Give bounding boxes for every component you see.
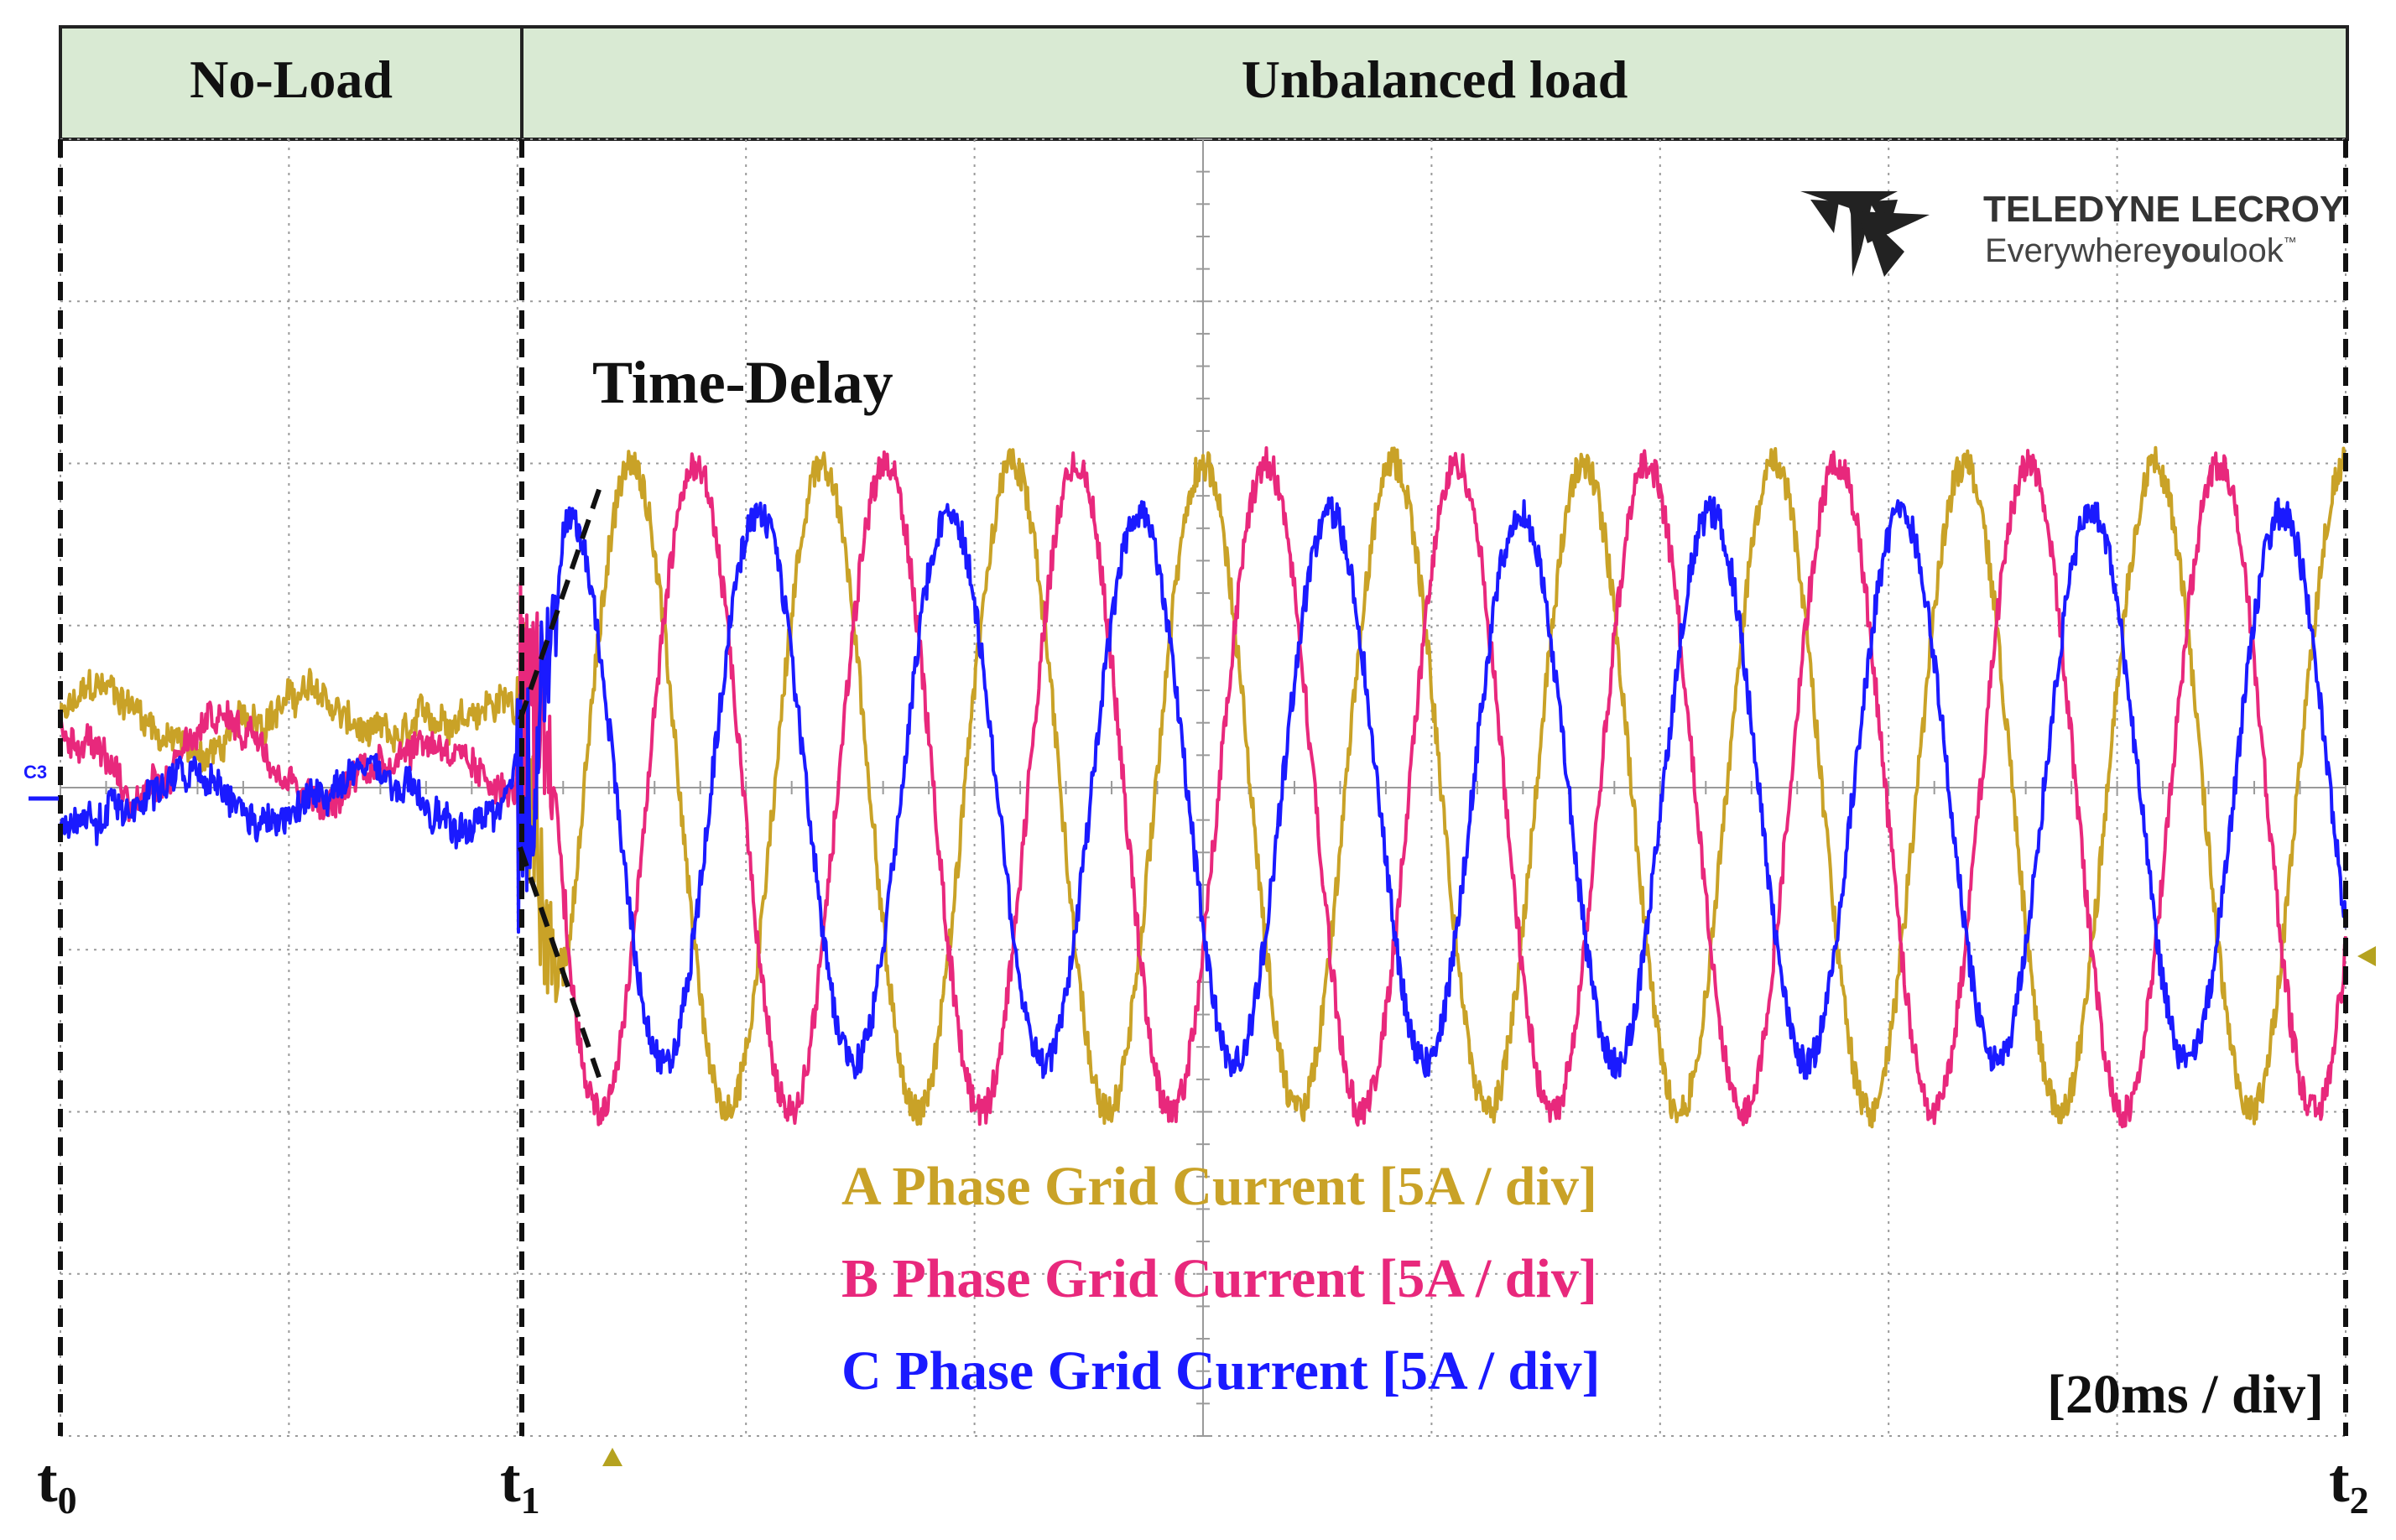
logo-brand: TELEDYNE LECROY	[1983, 189, 2344, 230]
waveform-phase-b	[59, 446, 2347, 1129]
trigger-level-marker-right	[2357, 946, 2376, 966]
header-segment-unbalanced	[520, 25, 2349, 141]
legend-entry-b: B Phase Grid Current [5A / div]	[841, 1248, 1597, 1309]
trigger-marker-bottom	[602, 1448, 622, 1466]
time-delay-wedge	[518, 484, 603, 1083]
time-label-t2-base: t	[2329, 1447, 2350, 1516]
teledyne-lecroy-logo: TELEDYNE LECROY Everywhereyoulook™	[1800, 189, 2344, 277]
logo-trademark: ™	[2284, 236, 2297, 250]
legend: A Phase Grid Current [5A / div] B Phase …	[841, 1156, 1600, 1402]
waveform-phase-a	[59, 445, 2347, 1129]
channel-marker-label: C3	[23, 762, 47, 783]
header-label-unbalanced: Unbalanced load	[1242, 49, 1628, 109]
time-delay-label: Time-Delay	[592, 349, 893, 416]
time-label-t0: t0	[37, 1447, 77, 1522]
header-segment-no-load	[59, 25, 523, 141]
logo-tagline-prefix: Everywhere	[1985, 232, 2162, 269]
logo-tagline-bold: you	[2162, 232, 2222, 269]
teledyne-emblem-icon	[1800, 191, 1930, 277]
time-label-t0-sub: 0	[58, 1479, 77, 1522]
channel-marker: C3	[23, 762, 59, 801]
logo-tagline-suffix: look	[2222, 232, 2284, 269]
timescale-label: [20ms / div]	[2047, 1364, 2324, 1425]
waveform-phase-c	[59, 495, 2347, 1080]
time-label-t1-base: t	[500, 1447, 521, 1516]
time-label-t1: t1	[500, 1447, 540, 1522]
logo-tagline: Everywhereyoulook™	[1985, 232, 2297, 269]
time-label-t2-sub: 2	[2350, 1479, 2369, 1522]
time-marker-labels: t0 t1 t2	[37, 1447, 2369, 1522]
legend-entry-a: A Phase Grid Current [5A / div]	[841, 1156, 1597, 1217]
time-label-t0-base: t	[37, 1447, 58, 1516]
time-label-t1-sub: 1	[521, 1479, 540, 1522]
waveforms	[59, 445, 2347, 1129]
legend-entry-c: C Phase Grid Current [5A / div]	[841, 1340, 1600, 1402]
time-markers-lines	[58, 139, 2348, 1436]
time-label-t2: t2	[2329, 1447, 2369, 1522]
header-label-no-load: No-Load	[190, 49, 393, 109]
header-bar: No-Load Unbalanced load	[59, 25, 2349, 141]
